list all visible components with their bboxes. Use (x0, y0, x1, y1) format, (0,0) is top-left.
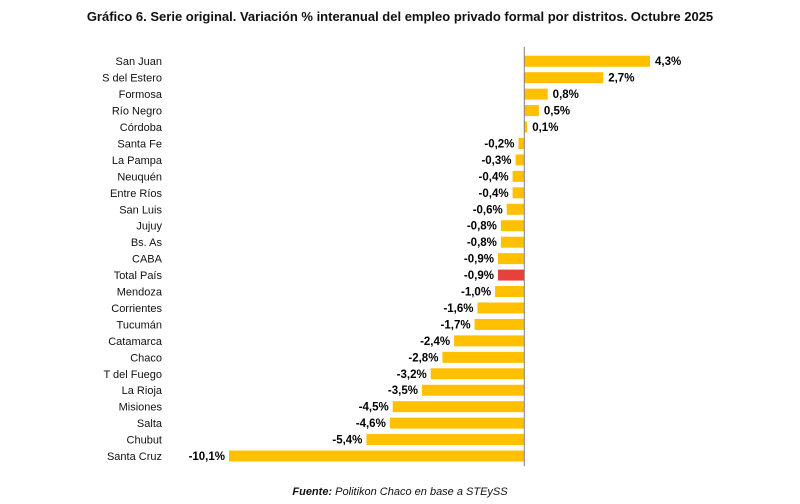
category-label: Salta (137, 418, 163, 430)
value-label: -0,8% (467, 221, 497, 233)
category-label: La Rioja (122, 385, 163, 397)
value-label: -10,1% (189, 451, 225, 463)
category-label: Chaco (130, 352, 162, 364)
bar (497, 253, 525, 265)
category-label: Santa Fe (117, 138, 162, 150)
bar (421, 384, 525, 396)
category-label: Tucumán (117, 319, 162, 331)
category-label: Misiones (119, 402, 163, 414)
value-label: 4,3% (655, 56, 681, 68)
value-label: -0,8% (467, 237, 497, 249)
value-label: -0,6% (473, 204, 503, 216)
category-label: Formosa (119, 89, 163, 101)
chart-title: Gráfico 6. Serie original. Variación % i… (86, 9, 714, 24)
category-label: Corrientes (111, 303, 162, 315)
bar (512, 170, 525, 182)
category-label: La Pampa (112, 155, 163, 167)
value-label: 2,7% (608, 73, 634, 85)
category-label: CABA (132, 254, 163, 266)
category-label: Total País (114, 270, 163, 282)
value-label: 0,8% (553, 89, 579, 101)
category-label: Córdoba (120, 122, 163, 134)
value-label: 0,5% (544, 106, 570, 118)
category-label: T del Fuego (103, 369, 162, 381)
value-label: -5,4% (332, 435, 362, 447)
bar (454, 335, 525, 347)
value-label: -4,6% (356, 418, 386, 430)
bar (495, 286, 525, 298)
bar (366, 434, 525, 446)
bar (524, 72, 604, 84)
bar (506, 203, 525, 215)
source-note: Fuente: Politikon Chaco en base a STEySS (0, 486, 800, 498)
category-label: Jujuy (136, 221, 162, 233)
bar (430, 368, 525, 380)
value-label: -0,9% (464, 270, 494, 282)
value-label: -1,0% (461, 287, 491, 299)
value-label: -2,4% (420, 336, 450, 348)
value-label: -0,4% (479, 188, 509, 200)
bar (392, 401, 525, 413)
value-label: -1,7% (441, 319, 471, 331)
category-label: San Luis (119, 204, 162, 216)
value-label: -0,4% (479, 171, 509, 183)
bar (524, 55, 650, 67)
bar (442, 351, 525, 363)
source-text: Politikon Chaco en base a STEySS (335, 486, 508, 498)
category-label: Mendoza (117, 287, 163, 299)
bar (524, 105, 539, 117)
bar (512, 187, 525, 199)
bar (477, 302, 525, 314)
bar (389, 417, 525, 429)
category-label: Bs. As (131, 237, 163, 249)
bar-highlight (497, 269, 525, 281)
category-label: Entre Ríos (110, 188, 162, 200)
labels-layer: San Juan 4,3% S del Estero 2,7% Formosa 0,8% R… (102, 56, 681, 463)
bar (229, 450, 525, 462)
category-label: San Juan (116, 56, 162, 68)
bar (518, 137, 525, 149)
bar (500, 236, 525, 248)
bar (515, 154, 525, 166)
source-label: Fuente: (292, 486, 333, 498)
category-label: S del Estero (102, 73, 162, 85)
bars-layer (229, 55, 650, 462)
category-label: Santa Cruz (107, 451, 162, 463)
bar (500, 220, 525, 232)
value-label: -3,5% (388, 385, 418, 397)
bar (524, 121, 528, 133)
bar (524, 88, 548, 100)
value-label: -0,9% (464, 254, 494, 266)
value-label: -2,8% (408, 352, 438, 364)
value-label: 0,1% (532, 122, 558, 134)
value-label: -0,3% (481, 155, 511, 167)
category-label: Catamarca (108, 336, 163, 348)
bar (474, 318, 525, 330)
value-label: -0,2% (484, 138, 514, 150)
value-label: -1,6% (443, 303, 473, 315)
value-label: -4,5% (359, 402, 389, 414)
value-label: -3,2% (397, 369, 427, 381)
category-label: Chubut (127, 435, 162, 447)
category-label: Río Negro (112, 106, 162, 118)
category-label: Neuquén (117, 171, 162, 183)
